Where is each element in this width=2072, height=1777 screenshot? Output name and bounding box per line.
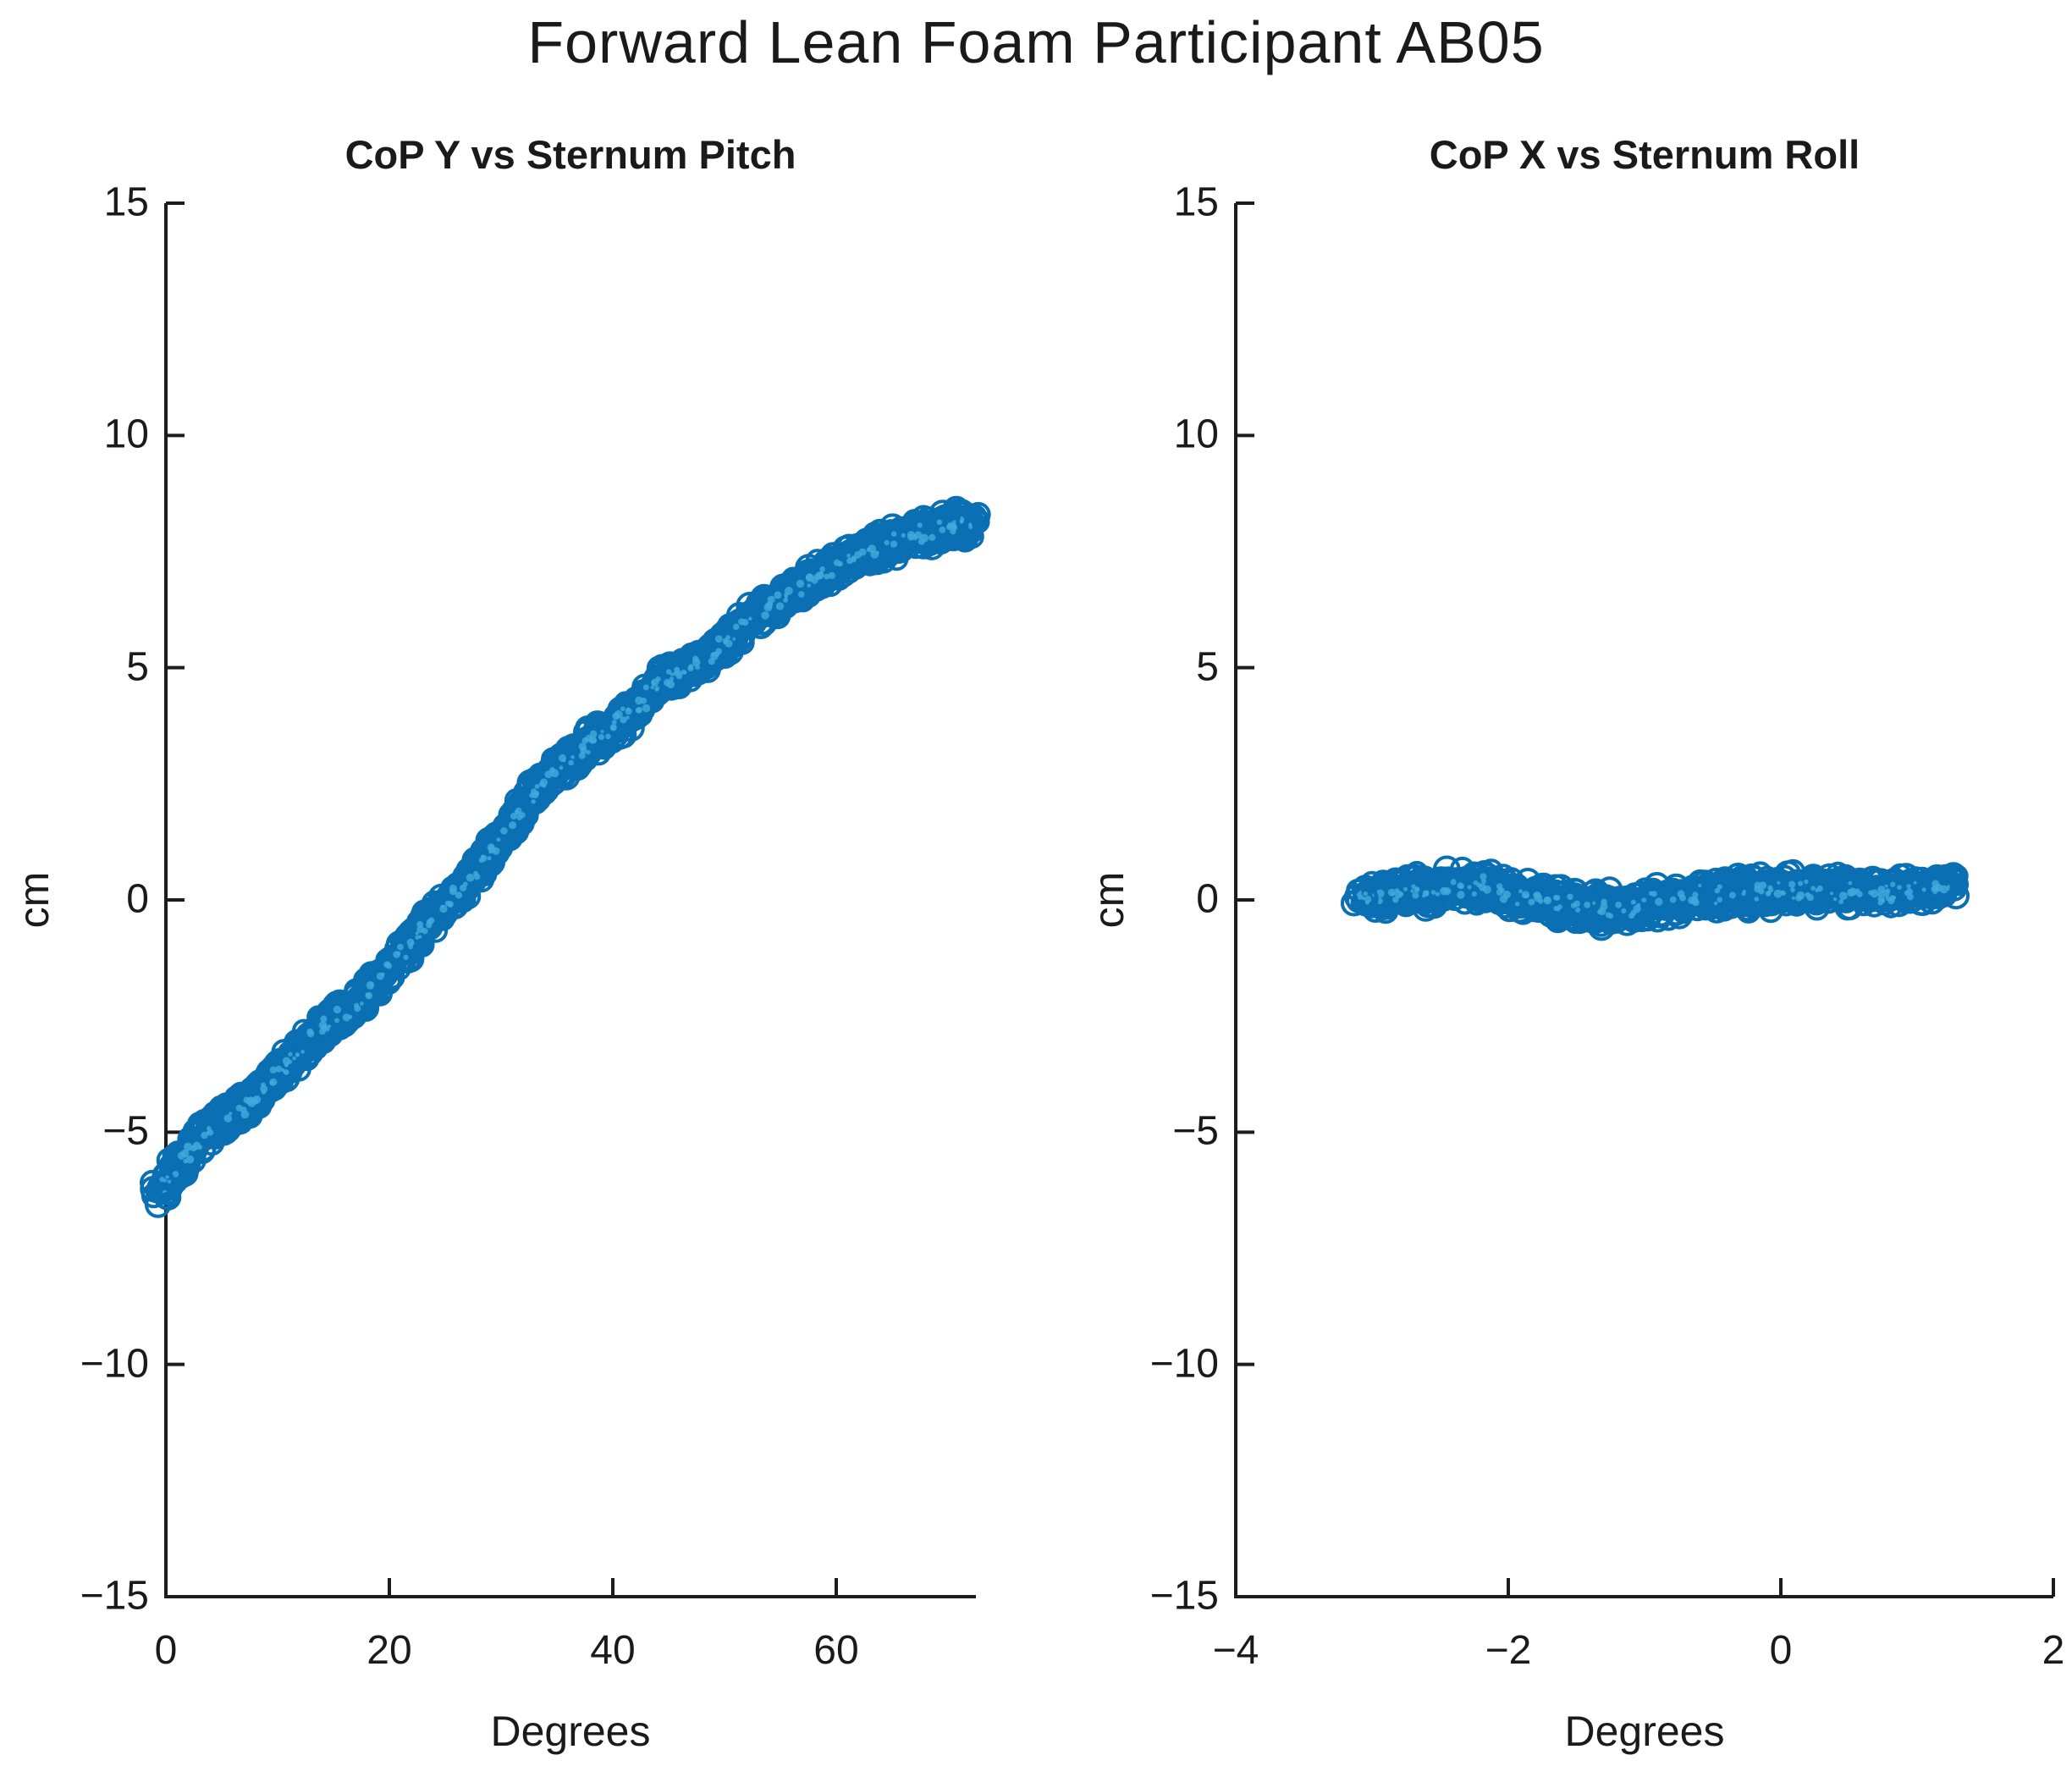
y-tick-label: 10 [1173,411,1219,457]
scatter-marker-outline [154,1184,182,1211]
scatter-speckles [1354,873,1954,919]
scatter-marker-outline [956,508,983,535]
scatter-marker-outline [149,1169,176,1197]
y-tick-label: −5 [102,1108,149,1154]
x-tick-label: 0 [1769,1628,1793,1673]
left-x-axis-label: Degrees [490,1708,651,1755]
y-tick-label: 5 [1196,644,1219,690]
y-tick-label: 10 [103,411,149,457]
y-tick-label: 0 [126,876,149,922]
x-tick-label: −4 [1212,1628,1259,1673]
scatter-marker-outline [1926,873,1954,901]
y-tick-label: −10 [1149,1341,1219,1387]
x-tick-label: −2 [1485,1628,1532,1673]
scatter-markers [1340,855,1970,941]
figure-title: Forward Lean Foam Participant AB05 [527,9,1545,75]
axis-spines [164,203,976,1598]
x-tick-label: 0 [154,1628,178,1673]
right-x-axis-label: Degrees [1564,1708,1725,1755]
y-tick-label: −15 [1149,1573,1219,1619]
y-tick-label: 15 [1173,179,1219,225]
y-tick-label: 5 [126,644,149,690]
scatter-band-core [160,507,973,1207]
scatter-markers [140,495,991,1218]
y-tick-label: −10 [80,1341,149,1387]
x-tick-label: 20 [366,1628,412,1673]
y-tick-label: 0 [1196,876,1219,922]
y-tick-label: 15 [103,179,149,225]
x-tick-label: 60 [813,1628,859,1673]
x-tick-label: 2 [2042,1628,2065,1673]
left-plot-title: CoP Y vs Sternum Pitch [344,132,796,177]
x-tick-label: 40 [590,1628,636,1673]
scatter-speckles [159,516,973,1196]
right-plot-title: CoP X vs Sternum Roll [1429,132,1860,177]
y-tick-label: −5 [1172,1108,1219,1154]
scatter-marker-outline [1352,885,1379,913]
y-tick-label: −15 [80,1573,149,1619]
